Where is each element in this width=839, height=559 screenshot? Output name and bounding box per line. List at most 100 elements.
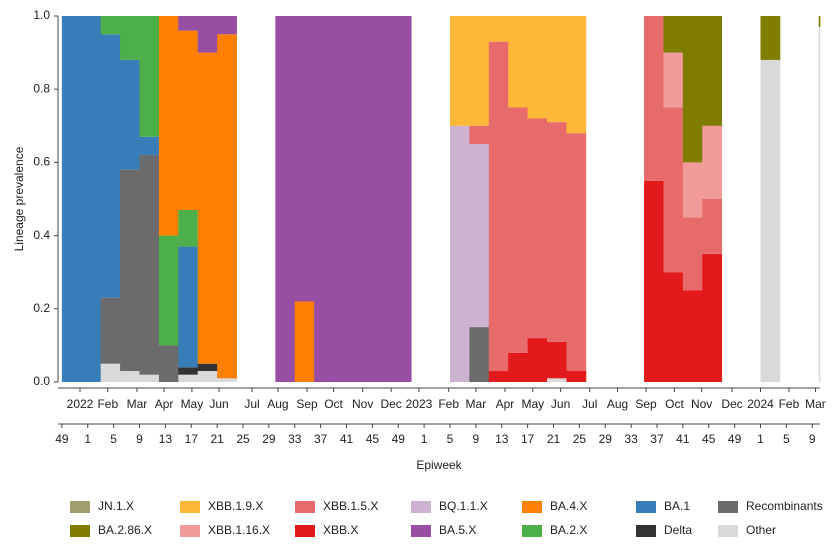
x-tick-label: 5	[447, 432, 454, 446]
month-tick-label: Mar	[805, 397, 826, 411]
x-tick-label: 9	[473, 432, 480, 446]
stack-segment	[508, 16, 529, 108]
x-axis-label: Epiweek	[416, 458, 462, 472]
stack-segment	[702, 253, 723, 382]
x-tick-label: 25	[236, 432, 250, 446]
stack-segment	[644, 16, 664, 181]
month-tick-label: Feb	[438, 397, 459, 411]
stack-segment	[663, 107, 684, 273]
stack-segment	[139, 136, 160, 156]
stack-segment	[547, 16, 567, 123]
x-tick-label: 49	[728, 432, 742, 446]
x-tick-label: 41	[676, 432, 690, 446]
legend-swatch	[411, 501, 431, 513]
x-tick-label: 49	[392, 432, 406, 446]
stack-segment	[372, 16, 393, 382]
stack-segment	[488, 371, 509, 382]
stack-segment	[702, 199, 723, 254]
legend-swatch	[636, 525, 656, 537]
y-axis-label: Lineage prevalence	[12, 146, 26, 251]
stack-segment	[682, 217, 703, 291]
legend-label: XBB.X	[323, 523, 358, 537]
stack-segment	[197, 371, 218, 382]
stack-segment	[61, 16, 82, 382]
stack-segment	[100, 16, 121, 35]
legend-swatch	[411, 525, 431, 537]
stack-segment	[178, 30, 199, 210]
month-tick-label: Sep	[635, 397, 657, 411]
month-tick-label: Aug	[267, 397, 288, 411]
stack-segment	[100, 34, 121, 298]
x-tick-label: 1	[757, 432, 764, 446]
legend-swatch	[718, 501, 738, 513]
legend-swatch	[295, 501, 315, 513]
month-tick-label: Feb	[779, 397, 800, 411]
x-tick-label: 5	[110, 432, 117, 446]
legend-label: Other	[746, 523, 776, 537]
x-tick-label: 13	[159, 432, 173, 446]
x-tick-label: 21	[547, 432, 561, 446]
stack-segment	[469, 125, 490, 145]
stack-segment	[100, 363, 121, 382]
x-tick-label: 41	[340, 432, 354, 446]
legend-label: XBB.1.16.X	[208, 523, 270, 537]
month-tick-label: Jul	[244, 397, 259, 411]
stack-segment	[760, 16, 781, 60]
stack-segment	[217, 34, 237, 379]
stack-segment	[158, 345, 179, 382]
x-tick-label: 17	[521, 432, 535, 446]
stack-segment	[158, 235, 179, 346]
x-tick-label: 29	[262, 432, 276, 446]
stack-segment	[663, 16, 684, 53]
month-tick-label: Oct	[665, 397, 684, 411]
y-tick-label: 0.0	[33, 374, 50, 388]
stack-segment	[294, 16, 315, 302]
legend-swatch	[180, 501, 200, 513]
month-tick-label: Feb	[97, 397, 118, 411]
stack-segment	[566, 371, 587, 382]
stack-segment	[644, 180, 664, 382]
x-tick-label: 37	[650, 432, 664, 446]
stack-segment	[314, 16, 334, 382]
stack-segment	[469, 327, 490, 382]
stack-segment	[217, 16, 237, 35]
stack-segment	[469, 144, 490, 328]
month-tick-label: Jun	[209, 397, 228, 411]
legend-swatch	[70, 501, 90, 513]
month-tick-label: 2023	[406, 397, 433, 411]
stack-segment	[547, 341, 567, 379]
stack-segment	[469, 16, 490, 126]
x-tick-label: 29	[599, 432, 613, 446]
stack-segment	[488, 16, 509, 42]
stack-segment	[682, 290, 703, 382]
stack-segment	[100, 297, 121, 364]
month-tick-label: Jun	[551, 397, 570, 411]
stack-segment	[197, 52, 218, 364]
stack-segment	[566, 133, 587, 372]
legend-swatch	[522, 501, 542, 513]
stack-segment	[702, 16, 723, 126]
stack-segment	[120, 16, 140, 60]
legend-label: BA.5.X	[439, 523, 476, 537]
x-tick-label: 49	[55, 432, 69, 446]
legend-label: Recombinants	[746, 499, 823, 513]
x-tick-label: 1	[84, 432, 91, 446]
stack-segment	[352, 16, 373, 382]
legend-swatch	[70, 525, 90, 537]
month-tick-label: Dec	[380, 397, 401, 411]
x-tick-label: 45	[702, 432, 716, 446]
month-tick-label: Nov	[691, 397, 712, 411]
y-tick-label: 1.0	[33, 8, 50, 22]
month-tick-label: Apr	[155, 397, 174, 411]
legend-swatch	[180, 525, 200, 537]
stack-segment	[547, 122, 567, 342]
legend-swatch	[636, 501, 656, 513]
stack-segment	[527, 118, 548, 339]
x-tick-label: 9	[136, 432, 143, 446]
stack-segment	[527, 338, 548, 382]
stack-segment	[178, 16, 199, 31]
stack-segment	[139, 155, 160, 375]
stack-segment	[139, 16, 160, 137]
y-tick-label: 0.6	[33, 155, 50, 169]
